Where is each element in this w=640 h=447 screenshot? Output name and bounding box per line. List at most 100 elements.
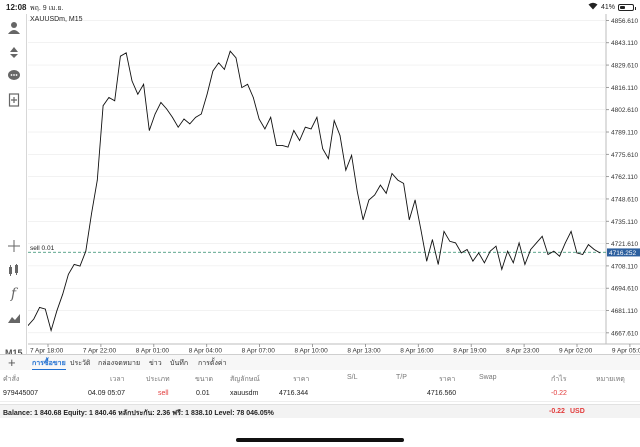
- chart-svg: 4856.610 4843.110 4829.610 4816.110 4802.610…: [28, 14, 640, 354]
- header-order: คำสั่ง: [3, 376, 20, 383]
- price-point: [478, 252, 480, 254]
- position-row[interactable]: 979445007 04.09 05:07 sell 0.01 xauusdm …: [0, 388, 640, 402]
- price-point: [391, 173, 393, 174]
- new-order-icon[interactable]: [4, 90, 23, 109]
- row-size: 0.01: [196, 390, 210, 397]
- price-point: [102, 105, 104, 107]
- price-point: [426, 260, 428, 262]
- price-point: [252, 97, 254, 98]
- crosshair-icon[interactable]: [4, 236, 23, 255]
- balance-currency: USD: [570, 408, 585, 415]
- home-indicator: [236, 438, 404, 442]
- header-open-price: ราคา: [293, 376, 310, 383]
- price-point: [339, 135, 341, 136]
- price-point: [385, 192, 387, 194]
- time-tick-label: 8 Apr 07:00: [242, 348, 276, 355]
- price-point: [518, 242, 520, 244]
- time-tick-label: 8 Apr 10:00: [295, 348, 329, 355]
- price-chart[interactable]: 4856.610 4843.110 4829.610 4816.110 4802.610…: [28, 14, 640, 354]
- price-point: [304, 126, 306, 128]
- time-tick-label: 8 Apr 04:00: [189, 348, 223, 355]
- header-swap: Swap: [479, 374, 497, 381]
- price-point: [328, 158, 329, 159]
- wifi-icon: [588, 2, 598, 12]
- indicators-icon[interactable]: [4, 260, 23, 279]
- status-bar: 12:08 พฤ. 9 เม.ย. 41%: [0, 0, 640, 14]
- price-point: [495, 245, 497, 247]
- price-point: [235, 57, 237, 59]
- header-tp: T/P: [396, 374, 407, 381]
- price-point: [212, 70, 214, 72]
- price-point: [172, 116, 173, 118]
- tab-journal[interactable]: บันทึก: [170, 360, 189, 367]
- price-tick-label: 4775.610: [611, 152, 638, 159]
- price-point: [570, 231, 572, 232]
- price-point: [143, 83, 144, 85]
- left-toolbar: f: [0, 14, 27, 354]
- status-right: 41%: [588, 2, 636, 12]
- price-tick-label: 4708.110: [611, 263, 638, 270]
- price-point: [564, 242, 566, 244]
- header-sl: S/L: [347, 374, 358, 381]
- function-icon[interactable]: f: [10, 285, 17, 302]
- header-size: ขนาด: [195, 376, 214, 383]
- tab-history[interactable]: ประวัติ: [70, 360, 91, 367]
- time-tick-label: 8 Apr 19:00: [453, 348, 487, 355]
- price-point: [39, 307, 40, 308]
- tab-news[interactable]: ข่าว: [149, 360, 162, 367]
- price-point: [368, 199, 370, 201]
- price-point: [131, 80, 133, 82]
- price-point: [183, 118, 185, 120]
- trade-icon[interactable]: [4, 42, 23, 61]
- positions-table-header: คำสั่ง เวลา ประเภท ขนาด สัญลักษณ์ ราคา S…: [0, 372, 640, 386]
- price-tick-label: 4829.610: [611, 63, 638, 70]
- tab-settings[interactable]: การตั้งค่า: [198, 360, 227, 367]
- price-point: [148, 130, 150, 131]
- plus-icon[interactable]: +: [8, 355, 16, 370]
- header-profit: กำไร: [551, 376, 567, 383]
- price-point: [593, 249, 595, 250]
- price-point: [507, 250, 508, 252]
- price-point: [293, 130, 295, 131]
- price-tick-label: 4802.610: [611, 107, 638, 114]
- price-point: [582, 254, 584, 255]
- time-tick-label: 9 Apr 05:00: [612, 348, 640, 355]
- time-tick-label: 8 Apr 01:00: [136, 348, 170, 355]
- account-icon[interactable]: [4, 18, 23, 37]
- header-type: ประเภท: [146, 376, 170, 383]
- objects-icon[interactable]: [4, 308, 23, 327]
- sell-level-label: sell 0.01: [30, 245, 55, 252]
- time-tick-label: 8 Apr 13:00: [347, 348, 381, 355]
- price-point: [345, 169, 347, 171]
- time-tick-label: 7 Apr 18:00: [30, 348, 64, 355]
- price-tick-label: 4856.610: [611, 18, 638, 25]
- price-point: [114, 100, 116, 102]
- price-point: [281, 145, 283, 146]
- price-point: [258, 118, 260, 120]
- row-time: 04.09 05:07: [88, 390, 125, 397]
- price-point: [108, 97, 110, 98]
- tab-trade[interactable]: การซื้อขาย: [32, 358, 66, 370]
- price-point: [356, 191, 358, 193]
- price-point: [536, 242, 537, 244]
- chat-icon[interactable]: [4, 66, 23, 85]
- status-date: พฤ. 9 เม.ย.: [30, 5, 64, 12]
- timeframe-button[interactable]: M15: [5, 348, 23, 358]
- price-point: [241, 87, 243, 88]
- price-point: [541, 235, 543, 237]
- price-point: [403, 183, 404, 184]
- row-price: 4716.560: [427, 390, 457, 397]
- price-tick-label: 4748.610: [611, 196, 638, 203]
- price-point: [264, 128, 266, 130]
- price-series-line: [28, 50, 601, 333]
- price-point: [449, 240, 451, 242]
- price-tick-label: 4816.110: [611, 85, 638, 92]
- tab-mailbox[interactable]: กล่องจดหมาย: [98, 360, 141, 367]
- price-point: [154, 113, 156, 115]
- price-point: [50, 330, 52, 331]
- price-point: [96, 179, 98, 181]
- price-point: [322, 148, 324, 150]
- price-point: [588, 244, 589, 245]
- price-point: [559, 255, 560, 257]
- time-tick-label: 8 Apr 23:00: [506, 348, 540, 355]
